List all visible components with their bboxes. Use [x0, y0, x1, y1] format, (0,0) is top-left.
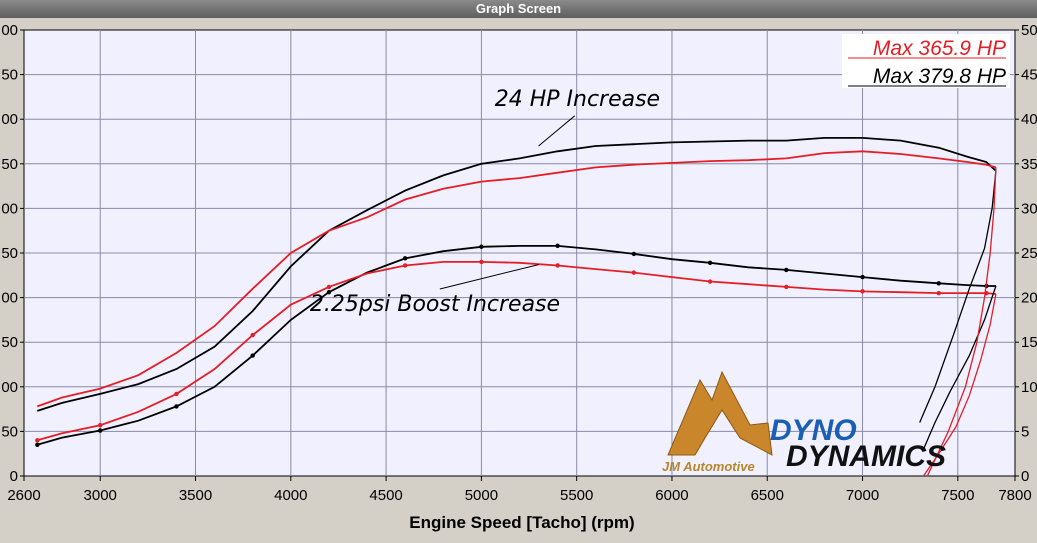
y-tick-label-left: 50: [1, 334, 18, 351]
max-labels-background: [842, 34, 1010, 88]
x-tick-label: 7500: [941, 487, 974, 504]
red-boost-point: [555, 263, 560, 268]
y-axis-left-ticks: 0 50 00 50 00 50 00 50 00 50 00: [1, 22, 24, 485]
x-tick-label: 4500: [369, 487, 402, 504]
jm-logo-mark: [667, 370, 773, 456]
black-boost-point: [936, 281, 941, 286]
x-tick-label: 6500: [751, 487, 784, 504]
red-power-curve: [36, 150, 997, 408]
grid-lines: [24, 30, 1015, 476]
x-tick-label: 3000: [84, 487, 117, 504]
black-boost-curve: [37, 244, 996, 446]
annotation-hp-increase: 24 HP Increase: [495, 87, 660, 112]
red-boost-point: [707, 279, 713, 284]
y-tick-label-left: 50: [1, 423, 18, 440]
red-boost-point: [174, 391, 179, 397]
y-tick-label-right: 45: [1021, 67, 1037, 84]
max-labels-box: Max 365.9 HP Max 379.8 HP: [842, 34, 1010, 88]
x-tick-label: 7000: [846, 487, 879, 504]
black-boost-point: [555, 243, 560, 249]
x-tick-label: 5500: [560, 487, 593, 504]
red-boost-point: [860, 289, 865, 294]
dyno-logo-line2: DYNAMICS: [786, 440, 946, 473]
y-tick-label-left: 50: [1, 245, 18, 262]
x-tick-label: 2600: [7, 487, 40, 504]
max-label-red: Max 365.9 HP: [873, 37, 1006, 60]
y-tick-label-left: 00: [1, 22, 18, 39]
black-rundown-curve: [922, 285, 997, 450]
black-boost-point: [250, 353, 255, 358]
y-tick-label-right: 0: [1021, 468, 1029, 485]
y-tick-label-right: 40: [1021, 111, 1037, 128]
black-boost-point: [784, 267, 789, 273]
series-layer: [35, 137, 997, 477]
black-boost-point: [479, 244, 484, 249]
red-boost-curve: [37, 260, 996, 442]
x-tick-label: 3500: [179, 487, 212, 504]
black-boost-point: [174, 404, 179, 409]
x-tick-label: 4000: [274, 487, 307, 504]
black-boost-point: [860, 274, 865, 280]
annotation-boost-arrow: [439, 264, 539, 290]
y-tick-label-left: 00: [1, 200, 18, 217]
red-rundown-curve: [926, 167, 997, 477]
black-boost-point: [631, 251, 637, 257]
x-tick-label: 7800: [998, 487, 1031, 504]
red-boost-point: [479, 259, 484, 265]
dyno-logo-line1: DYNO: [770, 414, 857, 447]
y-tick-label-right: 35: [1021, 156, 1037, 173]
black-boost-point: [326, 290, 332, 295]
black-boost-point: [98, 428, 103, 433]
red-boost-point: [784, 284, 789, 290]
y-axis-right-ticks: 0 5 10 15 20 25 30 35 40 45 50: [1015, 22, 1037, 485]
red-boost-point: [326, 284, 332, 290]
x-tick-label: 6000: [655, 487, 688, 504]
y-tick-label-right: 5: [1021, 423, 1029, 440]
red-boost-point: [250, 332, 255, 338]
dyno-chart: 2600 3000 3500 4000 4500 5000 5500 6000 6500 7000…: [1, 22, 1037, 532]
y-tick-label-right: 20: [1021, 290, 1037, 307]
red-boost-point: [631, 270, 637, 275]
y-tick-label-right: 10: [1021, 379, 1037, 396]
y-tick-label-left: 00: [1, 379, 18, 396]
black-power-curve: [37, 137, 997, 412]
red-boost-point: [936, 290, 941, 296]
black-boost-point: [402, 256, 408, 261]
y-tick-label-left: 00: [1, 111, 18, 128]
red-boost-point: [35, 438, 40, 443]
y-tick-label-left: 50: [1, 156, 18, 173]
max-label-black: Max 379.8 HP: [873, 65, 1006, 88]
black-boost-point: [707, 260, 713, 266]
red-boost-point: [402, 263, 408, 268]
y-tick-label-right: 50: [1021, 22, 1037, 39]
red-boost-point: [98, 422, 103, 428]
y-tick-label-right: 15: [1021, 334, 1037, 351]
y-tick-label-left: 0: [10, 468, 18, 485]
jm-automotive-logo: JM Automotive: [662, 370, 773, 474]
black-boost-point: [35, 442, 40, 447]
jm-logo-text: JM Automotive: [662, 459, 755, 474]
annotation-hp-arrow: [538, 115, 576, 147]
x-axis-title: Engine Speed [Tacho] (rpm): [409, 513, 634, 532]
red-rundown-curve: [922, 293, 997, 477]
y-tick-label-left: 00: [1, 290, 18, 307]
window-title: Graph Screen: [0, 0, 1037, 18]
black-rundown-curve: [919, 170, 997, 423]
dyno-dynamics-logo: DYNO DYNAMICS: [770, 414, 946, 473]
annotation-boost-increase: 2.25psi Boost Increase: [310, 292, 560, 317]
y-tick-label-left: 50: [1, 67, 18, 84]
x-axis-ticks: 2600 3000 3500 4000 4500 5000 5500 6000 6500 7000…: [7, 476, 1032, 504]
y-tick-label-right: 30: [1021, 200, 1037, 217]
x-tick-label: 5000: [465, 487, 498, 504]
y-tick-label-right: 25: [1021, 245, 1037, 262]
